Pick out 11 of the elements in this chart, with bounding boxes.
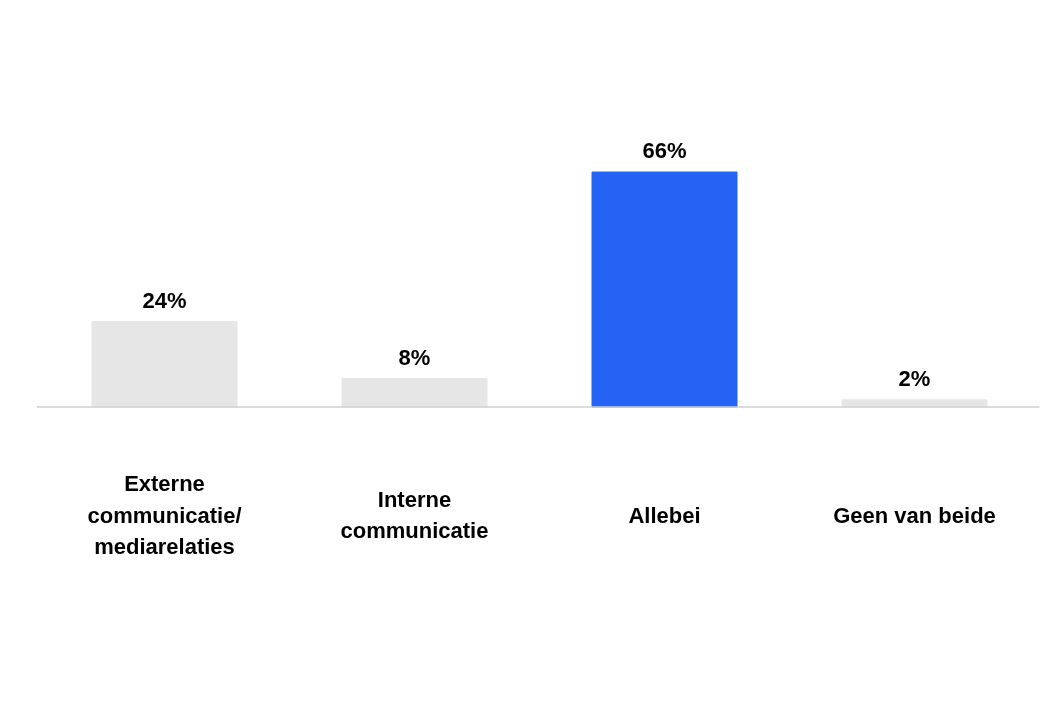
x-tick-label: Externe communicatie/ mediarelaties [87, 471, 242, 559]
data-label: 8% [398, 344, 431, 370]
data-label: 2% [898, 366, 931, 392]
data-label: 24% [142, 287, 187, 313]
x-tick-label: Geen van beide [833, 502, 996, 528]
bar [91, 321, 238, 408]
data-label: 66% [642, 138, 687, 164]
bar [341, 378, 488, 408]
x-tick-label: Allebei [628, 502, 701, 528]
x-tick-label: Interne communicatie [340, 486, 489, 544]
bar [591, 171, 738, 408]
